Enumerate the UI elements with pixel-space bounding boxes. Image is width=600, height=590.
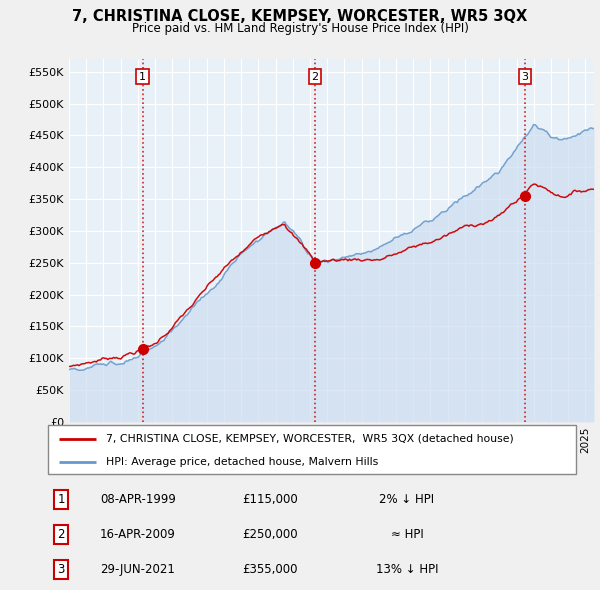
Text: £250,000: £250,000 xyxy=(242,528,298,541)
Text: 7, CHRISTINA CLOSE, KEMPSEY, WORCESTER, WR5 3QX: 7, CHRISTINA CLOSE, KEMPSEY, WORCESTER, … xyxy=(73,9,527,24)
Text: £355,000: £355,000 xyxy=(242,563,298,576)
Text: 2% ↓ HPI: 2% ↓ HPI xyxy=(379,493,434,506)
Text: £115,000: £115,000 xyxy=(242,493,298,506)
Text: 2: 2 xyxy=(58,528,65,541)
Text: 1: 1 xyxy=(139,72,146,81)
Text: 3: 3 xyxy=(58,563,65,576)
Text: 1: 1 xyxy=(58,493,65,506)
Text: 3: 3 xyxy=(521,72,529,81)
Text: HPI: Average price, detached house, Malvern Hills: HPI: Average price, detached house, Malv… xyxy=(106,457,379,467)
Text: Price paid vs. HM Land Registry's House Price Index (HPI): Price paid vs. HM Land Registry's House … xyxy=(131,22,469,35)
Text: 29-JUN-2021: 29-JUN-2021 xyxy=(100,563,175,576)
Text: 2: 2 xyxy=(311,72,319,81)
Text: 7, CHRISTINA CLOSE, KEMPSEY, WORCESTER,  WR5 3QX (detached house): 7, CHRISTINA CLOSE, KEMPSEY, WORCESTER, … xyxy=(106,434,514,444)
Text: 13% ↓ HPI: 13% ↓ HPI xyxy=(376,563,438,576)
Text: 16-APR-2009: 16-APR-2009 xyxy=(100,528,176,541)
FancyBboxPatch shape xyxy=(48,425,576,474)
Text: 08-APR-1999: 08-APR-1999 xyxy=(100,493,176,506)
Text: ≈ HPI: ≈ HPI xyxy=(391,528,424,541)
